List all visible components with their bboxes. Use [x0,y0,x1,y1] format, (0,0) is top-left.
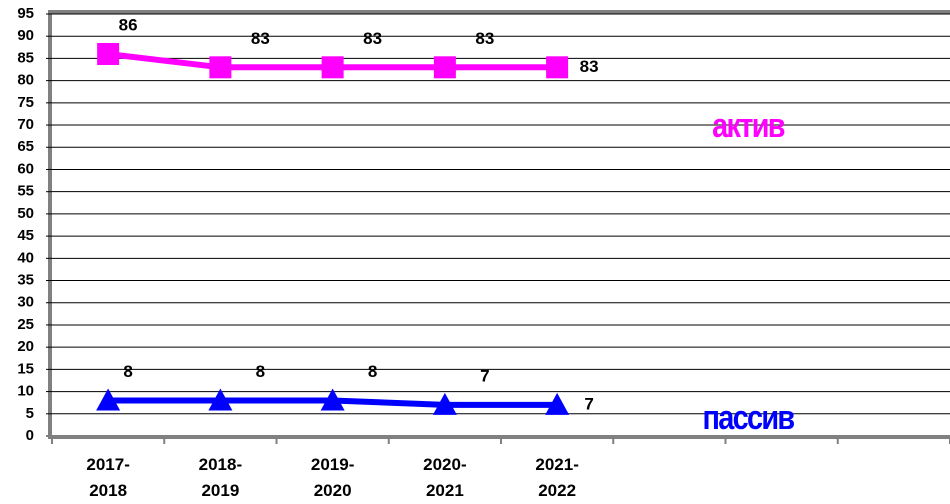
y-tick-label: 20 [17,338,34,355]
data-label: 83 [580,57,599,76]
legend-label: актив [712,106,785,145]
y-tick-label: 65 [17,138,34,155]
y-tick-label: 10 [17,383,34,400]
data-label: 83 [251,29,270,48]
y-tick-label: 25 [17,316,34,333]
data-label: 86 [119,15,138,34]
data-label: 7 [480,366,489,385]
y-tick-label: 70 [17,116,34,133]
y-tick-label: 30 [17,294,34,311]
marker [433,56,456,79]
x-tick-label: 2020-2021 [423,455,467,500]
y-tick-label: 75 [17,94,34,111]
data-label: 8 [368,362,377,381]
y-tick-label: 60 [17,160,34,177]
marker [208,388,233,411]
marker [209,56,232,79]
data-label: 8 [123,362,132,381]
data-label: 8 [256,362,265,381]
y-tick-label: 15 [17,360,34,377]
marker [545,392,570,415]
y-tick-label: 35 [17,271,34,288]
x-tick-label: 2021-2022 [535,455,579,500]
legend-label: пассив [703,398,795,437]
y-tick-label: 0 [26,427,34,444]
y-tick-label: 80 [17,72,34,89]
y-tick-label: 85 [17,49,34,66]
x-tick-label: 2019-2020 [310,455,355,500]
x-tick-label: 2017-2018 [86,455,130,500]
marker [321,56,344,79]
y-tick-label: 5 [26,405,34,422]
marker [320,388,345,411]
marker [96,388,121,411]
marker [432,392,457,415]
data-label: 83 [363,29,382,48]
y-tick-label: 95 [17,5,34,22]
data-label: 7 [584,394,593,413]
marker [97,42,120,65]
marker [546,56,569,79]
y-tick-label: 55 [17,183,34,200]
data-label: 83 [475,29,494,48]
x-tick-label: 2018-2019 [198,455,243,500]
y-tick-label: 40 [17,249,34,266]
y-tick-label: 50 [17,205,34,222]
y-tick-label: 90 [17,27,34,44]
y-tick-label: 45 [17,227,34,244]
